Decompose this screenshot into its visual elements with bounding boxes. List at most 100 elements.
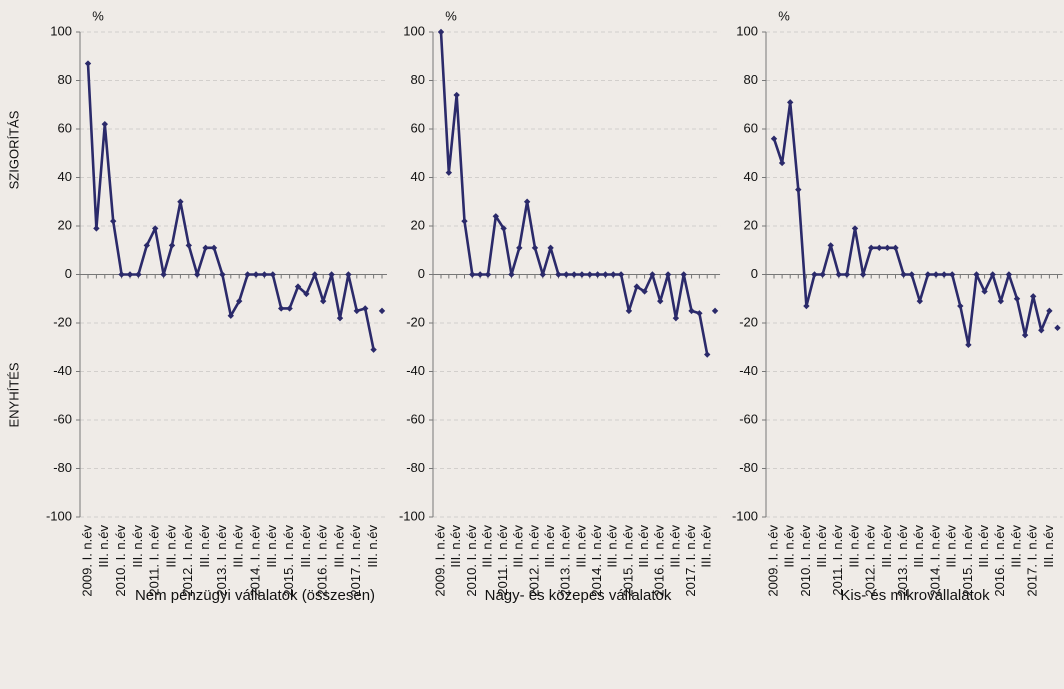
x-tick-label: 2012. I. n.év (863, 525, 878, 597)
data-point (531, 244, 539, 252)
data-point (168, 242, 176, 249)
data-point (770, 135, 778, 142)
data-point (1038, 327, 1045, 334)
data-point (827, 242, 834, 249)
panel-title: Kis- és mikrovállalatok (840, 587, 990, 604)
data-point (778, 159, 786, 167)
data-point (453, 91, 460, 99)
x-tick-label: III. n.év (130, 525, 145, 568)
data-point (328, 271, 335, 278)
x-tick-label: III. n.év (448, 525, 463, 568)
y-tick-label: -100 (399, 508, 425, 523)
panel-title: Nagy- és közepes vállalatok (484, 587, 672, 604)
y-tick-label: 80 (411, 72, 425, 87)
x-tick-label: 2010. I. n.év (798, 525, 813, 597)
data-point (900, 271, 907, 278)
data-point (476, 271, 484, 278)
data-point (177, 198, 184, 205)
data-point (362, 305, 369, 312)
y-tick-label: 40 (58, 169, 72, 184)
data-point (843, 271, 851, 278)
x-tick-label: III. n.év (636, 525, 651, 568)
x-tick-label: 2016. I. n.év (652, 525, 667, 597)
data-point (859, 271, 867, 278)
y-tick-label: 0 (418, 266, 425, 281)
data-point (244, 271, 251, 278)
data-point (353, 307, 360, 315)
data-point (1005, 271, 1013, 278)
data-point (672, 314, 680, 322)
y-tick-label: 100 (50, 23, 72, 38)
data-point (252, 271, 260, 278)
x-tick-label: III. n.év (846, 525, 861, 568)
data-point (500, 225, 507, 232)
y-tick-label: -20 (53, 314, 72, 329)
data-point (547, 244, 554, 252)
data-point (641, 288, 648, 295)
data-point (261, 271, 268, 278)
x-tick-label: III. n.év (782, 525, 797, 568)
x-tick-label: 2012. I. n.év (180, 525, 195, 597)
data-point (194, 271, 201, 278)
x-tick-label: III. n.év (298, 525, 313, 568)
data-point (1046, 307, 1053, 315)
data-point (578, 271, 586, 278)
x-tick-label: 2010. I. n.év (464, 525, 479, 597)
data-point (370, 346, 377, 353)
data-point (795, 186, 802, 193)
data-point (126, 271, 134, 278)
y-tick-label: 80 (58, 72, 72, 87)
x-tick-label: 2012. I. n.év (526, 525, 541, 597)
data-point (868, 244, 875, 252)
data-point (160, 271, 167, 278)
y-tick-label: -40 (406, 363, 425, 378)
data-point (508, 271, 515, 278)
unit-label: % (778, 8, 790, 23)
data-point (696, 310, 703, 317)
data-point (835, 271, 842, 278)
y-tick-label: 0 (751, 266, 758, 281)
x-tick-label: III. n.év (197, 525, 212, 568)
x-tick-label: III. n.év (231, 525, 246, 568)
data-point (633, 283, 640, 290)
data-point (924, 271, 932, 278)
x-tick-label: 2014. I. n.év (927, 525, 942, 597)
unit-label: % (92, 8, 104, 23)
data-point (110, 217, 117, 225)
data-point (445, 169, 453, 176)
x-tick-label: III. n.év (96, 525, 111, 568)
y-tick-label: -60 (53, 411, 72, 426)
data-point (84, 60, 92, 67)
x-tick-label: 2017. I. n.év (683, 525, 698, 597)
x-tick-label: 2015. I. n.év (620, 525, 635, 597)
x-tick-label: 2014. I. n.év (247, 525, 262, 597)
data-point (294, 283, 302, 290)
x-tick-label: III. n.év (1041, 525, 1056, 568)
y-tick-label: -20 (406, 314, 425, 329)
x-tick-label: 2016. I. n.év (315, 525, 330, 597)
data-point (93, 225, 100, 232)
y-tick-label: -40 (53, 363, 72, 378)
data-point (378, 307, 386, 315)
data-point (1013, 295, 1021, 302)
y-tick-label: 80 (744, 72, 758, 87)
data-point (688, 307, 695, 315)
data-point (884, 244, 891, 252)
y-tick-label: 60 (744, 120, 758, 135)
y-label-bottom: ENYHÍTÉS (6, 362, 21, 427)
y-tick-label: -80 (406, 460, 425, 475)
data-point (664, 271, 672, 278)
data-point (973, 271, 980, 278)
data-point (320, 297, 327, 305)
y-tick-label: 40 (744, 169, 758, 184)
x-tick-label: 2014. I. n.év (589, 525, 604, 597)
x-tick-label: III. n.év (264, 525, 279, 568)
data-point (916, 297, 923, 305)
panel-title: Nem pénzügyi vállalatok (összesen) (134, 587, 376, 604)
data-point (345, 271, 352, 278)
x-tick-label: III. n.év (1008, 525, 1023, 568)
series-line (86, 63, 375, 350)
series-line (772, 101, 1051, 347)
x-tick-label: 2010. I. n.év (113, 525, 128, 597)
